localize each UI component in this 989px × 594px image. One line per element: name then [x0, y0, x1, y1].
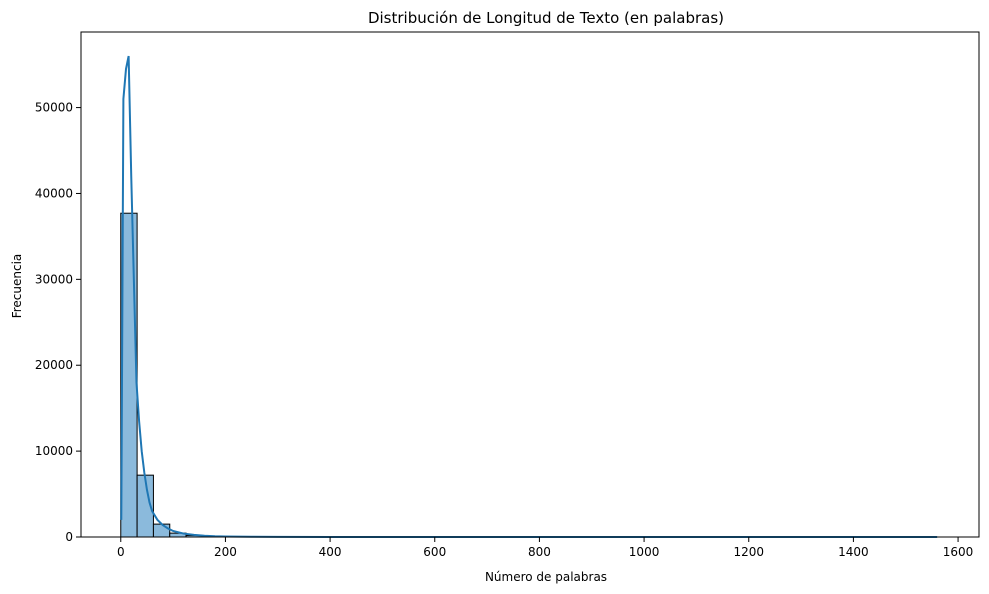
- x-tick-label: 200: [214, 545, 237, 559]
- x-axis-label: Número de palabras: [485, 570, 607, 584]
- y-axis: 0 10000 20000 30000 40000 50000: [35, 101, 81, 544]
- y-tick-label: 40000: [35, 186, 73, 200]
- y-tick-label: 30000: [35, 272, 73, 286]
- plot-frame: [81, 32, 979, 537]
- y-tick-label: 50000: [35, 101, 73, 115]
- x-tick-label: 0: [117, 545, 125, 559]
- bars-layer: [121, 213, 284, 537]
- x-tick-label: 1400: [838, 545, 869, 559]
- x-tick-label: 600: [423, 545, 446, 559]
- y-axis-label: Frecuencia: [10, 254, 24, 319]
- x-tick-label: 800: [528, 545, 551, 559]
- histogram-bar: [153, 524, 169, 537]
- x-tick-label: 400: [319, 545, 342, 559]
- chart-title: Distribución de Longitud de Texto (en pa…: [368, 9, 724, 27]
- y-tick-label: 0: [65, 530, 73, 544]
- y-tick-label: 20000: [35, 358, 73, 372]
- x-tick-label: 1200: [733, 545, 764, 559]
- x-tick-label: 1000: [629, 545, 660, 559]
- x-tick-label: 1600: [943, 545, 974, 559]
- y-tick-label: 10000: [35, 444, 73, 458]
- x-axis: 0 200 400 600 800 1000 1200 1400 1600: [117, 537, 973, 559]
- kde-line: [121, 56, 937, 537]
